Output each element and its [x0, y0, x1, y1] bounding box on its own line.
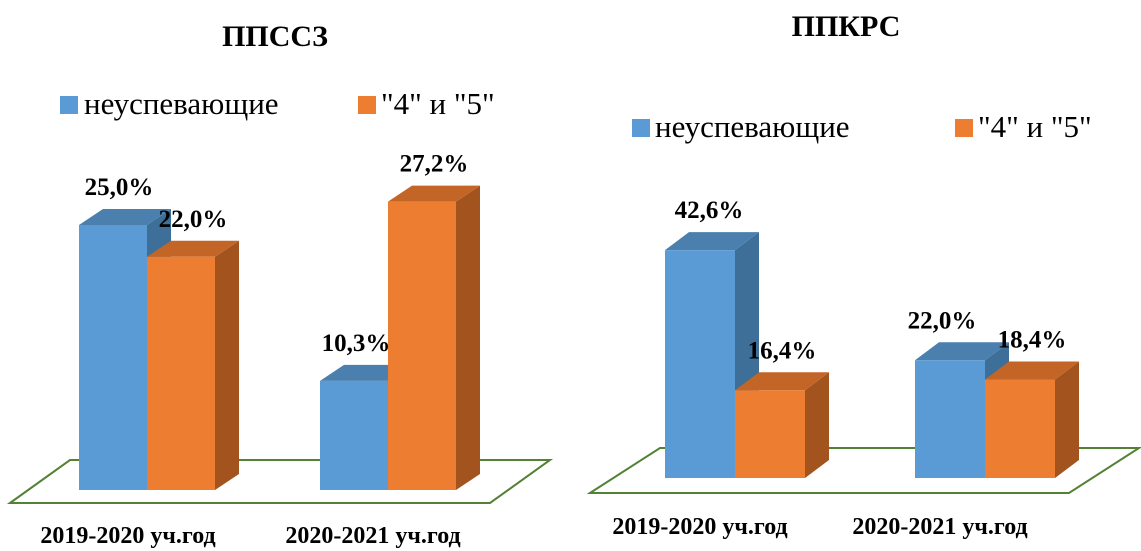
- legend-label-series-2: "4" и "5": [381, 86, 495, 121]
- data-label: 18,4%: [998, 327, 1067, 354]
- legend-label-series-2: "4" и "5": [978, 109, 1092, 144]
- bar-front-face: [147, 256, 215, 490]
- bar-top-face: [147, 240, 239, 257]
- legend: неуспевающие "4" и "5": [60, 86, 495, 121]
- bar: [985, 361, 1079, 478]
- legend-swatch-series-1: [632, 119, 650, 137]
- chart-title: ППКРС: [792, 10, 901, 43]
- chart-ppkrs-canvas: ППКРС неуспевающие "4" и "5" 42,6% 16,4% 2…: [586, 10, 1141, 540]
- legend: неуспевающие "4" и "5": [632, 109, 1092, 144]
- bar-side-face: [215, 240, 239, 490]
- bar-front-face: [79, 225, 147, 490]
- category-label: 2019-2020 уч.год: [612, 514, 787, 540]
- legend-swatch-series-2: [358, 96, 376, 114]
- bar-front-face: [735, 390, 805, 478]
- bar-side-face: [456, 185, 480, 490]
- chart-ppkrs: ППКРС неуспевающие "4" и "5" 42,6% 16,4% 2…: [575, 0, 1141, 551]
- category-label: 2019-2020 уч.год: [40, 523, 215, 549]
- bars-group: [665, 232, 1079, 478]
- bar-top-face: [388, 185, 480, 202]
- bar-top-face: [79, 209, 171, 225]
- bar-front-face: [985, 379, 1055, 478]
- chart-title: ППССЗ: [222, 20, 328, 53]
- data-labels-group: 25,0%22,0% 10,3% 27,2%: [85, 151, 469, 357]
- bar-front-face: [665, 250, 735, 478]
- data-label: 16,4%: [748, 337, 817, 364]
- category-label: 2020-2021 уч.год: [852, 514, 1027, 540]
- legend-swatch-series-1: [60, 96, 78, 114]
- bar-side-face: [805, 372, 829, 478]
- bar-top-face: [665, 232, 759, 251]
- bar-top-face: [735, 372, 829, 391]
- bar-top-face: [915, 342, 1009, 361]
- bar: [147, 240, 239, 490]
- legend-swatch-series-2: [955, 119, 973, 137]
- data-label: 25,0%: [85, 174, 154, 201]
- bar-front-face: [320, 380, 388, 490]
- data-label: 22,0%: [908, 307, 977, 334]
- bar-top-face: [985, 361, 1079, 380]
- chart-ppssz: ППССЗ неуспевающие "4" и "5" 25,0% 22,0% 1…: [0, 0, 560, 551]
- bars-group: [79, 185, 480, 490]
- data-label: 10,3%: [322, 330, 391, 357]
- chart-floor: [586, 447, 1141, 494]
- data-label: 27,2%: [400, 151, 469, 178]
- chart-ppssz-canvas: ППССЗ неуспевающие "4" и "5" 25,0%22,0% 1…: [6, 20, 554, 549]
- bar-side-face: [1055, 361, 1079, 478]
- data-label: 42,6%: [675, 197, 744, 224]
- data-labels-group: 42,6% 16,4% 22,0% 18,4%: [675, 197, 1067, 364]
- bar: [735, 372, 829, 478]
- legend-label-series-1: неуспевающие: [84, 86, 279, 121]
- chart-floor: [6, 459, 554, 504]
- legend-label-series-1: неуспевающие: [655, 109, 850, 144]
- bar-front-face: [915, 360, 985, 478]
- category-label: 2020-2021 уч.год: [285, 523, 460, 549]
- bar: [388, 185, 480, 490]
- bar-front-face: [388, 201, 456, 490]
- data-label: 22,0%: [159, 206, 228, 233]
